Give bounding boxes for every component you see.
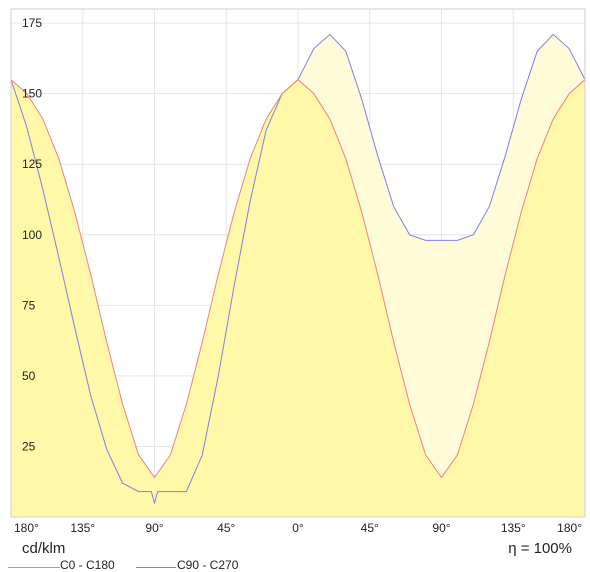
series-fills [11,34,585,518]
y-tick-label: 100 [22,228,42,242]
x-axis-ticks: 180° 135° 90° 45° 0° 45° 90° 135° 180° [14,521,582,535]
legend-label-c0-c180: C0 - C180 [60,558,115,572]
area-c0-c180 [11,79,585,517]
series-lines [10,33,586,505]
y-tick-label: 150 [22,87,42,101]
legend-label-c90-c270: C90 - C270 [177,558,239,572]
x-tick-label: 45° [217,521,235,535]
line-c0-c180 [10,78,586,479]
y-tick-label: 175 [22,16,42,30]
y-tick-label: 125 [22,157,42,171]
line-c90-c270 [10,33,586,505]
y-tick-label: 25 [22,439,36,453]
y-tick-label: 50 [22,369,36,383]
x-tick-label: 0° [292,521,304,535]
x-tick-label: 90° [145,521,163,535]
x-tick-label: 90° [432,521,450,535]
legend-line-c0-c180 [8,567,60,568]
unit-label: cd/klm [22,540,66,557]
x-tick-label: 135° [70,521,95,535]
x-tick-label: 45° [361,521,379,535]
x-tick-label: 135° [501,521,526,535]
y-axis-ticks: 25 50 75 100 125 150 175 [22,16,42,453]
efficiency-label: η = 100% [508,540,572,557]
plot-border [10,8,586,518]
x-tick-label: 180° [14,521,39,535]
x-tick-label: 180° [557,521,582,535]
y-tick-label: 75 [22,298,36,312]
legend-line-c90-c270 [136,567,176,568]
